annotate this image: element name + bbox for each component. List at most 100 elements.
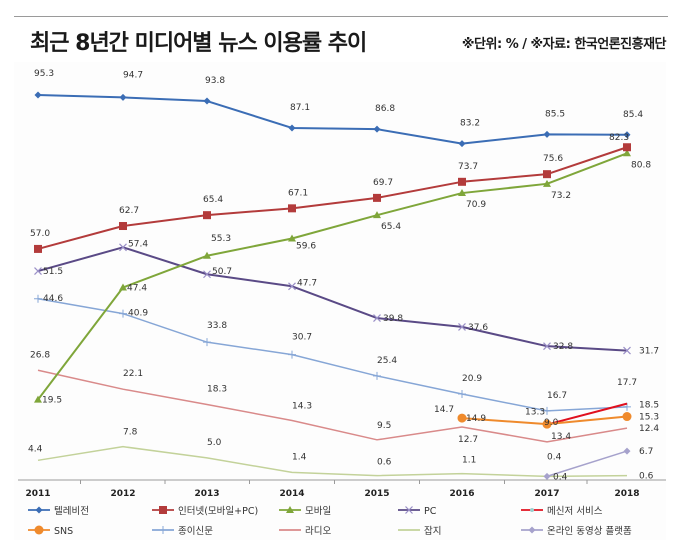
data-point: [34, 244, 42, 253]
data-point: [623, 447, 631, 455]
legend-item: PC: [398, 506, 437, 517]
data-point: [543, 472, 551, 480]
data-point: [543, 342, 551, 351]
data-point: [288, 124, 296, 132]
data-label: 39.8: [383, 314, 403, 324]
data-point: [373, 314, 381, 322]
data-point: [203, 270, 211, 279]
data-label: 0.4: [547, 452, 562, 462]
legend: 텔레비전 인터넷(모바일+PC) 모바일 PC 메신저 서비스 SNS 종이신문 라디오 잡지 온…: [28, 505, 632, 537]
series-9: [37, 445, 628, 478]
data-label: 40.9: [128, 309, 148, 319]
x-tick-label: 2014: [279, 489, 304, 499]
data-label: 18.5: [639, 401, 659, 411]
series-3: [34, 149, 631, 403]
data-point: [458, 189, 466, 197]
series-line: [37, 94, 628, 145]
data-point: [203, 97, 211, 105]
series-line: [546, 450, 628, 478]
data-point: [623, 131, 631, 139]
data-point: [34, 267, 42, 275]
data-label: 85.4: [623, 110, 643, 120]
legend-marker: [34, 525, 44, 535]
legend-label: 온라인 동영상 플랫폼: [547, 526, 632, 537]
data-label: 16.7: [547, 391, 567, 401]
data-point: [34, 91, 42, 99]
legend-label: 텔레비전: [54, 505, 89, 517]
data-point: [457, 413, 467, 423]
data-point: [622, 412, 632, 422]
series-line: [37, 246, 628, 352]
chart-title: 최근 8년간 미디어별 뉴스 이용률 추이: [30, 31, 367, 56]
legend-label: 메신저 서비스: [547, 506, 603, 517]
data-label: 7.8: [123, 428, 138, 438]
data-point: [119, 222, 127, 231]
legend-label: PC: [424, 506, 437, 517]
data-point: [119, 283, 127, 291]
legend-label: SNS: [54, 526, 73, 537]
data-label: 80.8: [631, 160, 651, 170]
data-label: 70.9: [466, 200, 486, 210]
x-tick-label: 2016: [449, 489, 474, 499]
legend-marker: [159, 506, 167, 514]
data-point: [623, 149, 631, 157]
data-label: 5.0: [207, 438, 222, 448]
x-tick-label: 2013: [194, 489, 219, 499]
data-label: 4.4: [28, 444, 43, 454]
data-point: [203, 251, 211, 259]
data-label: 13.4: [551, 432, 571, 442]
legend-item: 인터넷(모바일+PC): [152, 506, 258, 517]
series-line: [37, 445, 628, 478]
data-point: [458, 140, 466, 148]
data-label: 19.5: [42, 396, 62, 406]
data-point: [203, 338, 211, 347]
data-label: 14.9: [466, 414, 486, 424]
data-point: [288, 204, 296, 213]
data-point: [373, 193, 381, 202]
data-label: 18.3: [207, 384, 227, 394]
data-point: [288, 234, 296, 242]
data-point: [119, 243, 127, 252]
data-label: 59.6: [296, 241, 316, 251]
legend-item: 라디오: [279, 526, 331, 537]
legend-marker: [159, 526, 167, 534]
data-label: 17.7: [617, 378, 637, 388]
data-label: 33.8: [207, 321, 227, 331]
data-label: 14.3: [292, 402, 312, 412]
data-label: 65.4: [203, 195, 223, 205]
data-label: 82.3: [609, 133, 629, 143]
legend-label: 모바일: [305, 506, 331, 517]
data-point: [543, 179, 551, 187]
data-label: 51.5: [43, 267, 63, 277]
data-label: 85.5: [545, 109, 565, 119]
data-label: 67.1: [288, 188, 308, 198]
data-label: 86.8: [375, 104, 395, 114]
data-point: [119, 93, 127, 101]
data-label: 9.0: [544, 418, 559, 428]
legend-item: 잡지: [398, 525, 441, 537]
legend-item: 메신저 서비스: [521, 506, 603, 517]
legend-item: 텔레비전: [28, 505, 89, 517]
data-label: 0.6: [377, 458, 392, 468]
x-tick-label: 2011: [25, 489, 50, 499]
x-tick-label: 2017: [534, 489, 559, 499]
legend-label: 종이신문: [178, 526, 213, 537]
legend-item: 종이신문: [152, 526, 213, 537]
data-label: 1.4: [292, 452, 307, 462]
data-label: 47.4: [127, 284, 147, 294]
data-point: [543, 170, 551, 179]
data-point: [119, 309, 127, 318]
legend-item: 온라인 동영상 플랫폼: [521, 526, 632, 537]
data-label: 0.4: [553, 472, 568, 482]
header-rule: [14, 16, 668, 17]
data-label: 0.6: [639, 472, 654, 482]
data-label: 9.5: [377, 421, 391, 431]
data-label: 65.4: [381, 222, 401, 232]
data-point: [458, 390, 466, 399]
data-label: 44.6: [43, 294, 63, 304]
legend-item: 모바일: [279, 506, 331, 517]
data-point: [373, 211, 381, 219]
data-label: 30.7: [292, 333, 312, 343]
x-tick-label: 2012: [110, 489, 135, 499]
data-label: 93.8: [205, 76, 225, 86]
